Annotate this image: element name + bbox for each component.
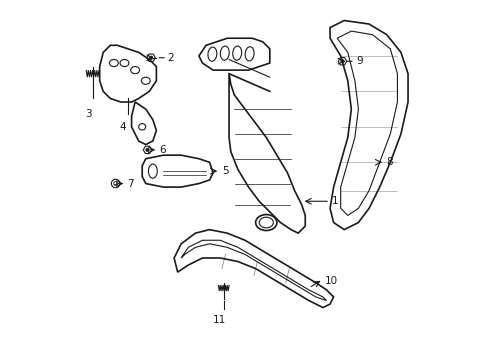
Text: 11: 11: [213, 315, 226, 325]
Text: 2: 2: [168, 53, 174, 63]
Circle shape: [341, 59, 344, 63]
Text: 4: 4: [120, 122, 126, 131]
Text: 10: 10: [325, 276, 338, 286]
Text: 9: 9: [356, 56, 363, 66]
Text: 3: 3: [85, 109, 92, 119]
Text: 5: 5: [222, 166, 229, 176]
Text: 1: 1: [332, 196, 339, 206]
Circle shape: [149, 56, 153, 59]
Text: 8: 8: [386, 157, 392, 167]
Text: 7: 7: [127, 179, 134, 189]
Circle shape: [146, 148, 149, 152]
Text: 6: 6: [159, 145, 166, 155]
